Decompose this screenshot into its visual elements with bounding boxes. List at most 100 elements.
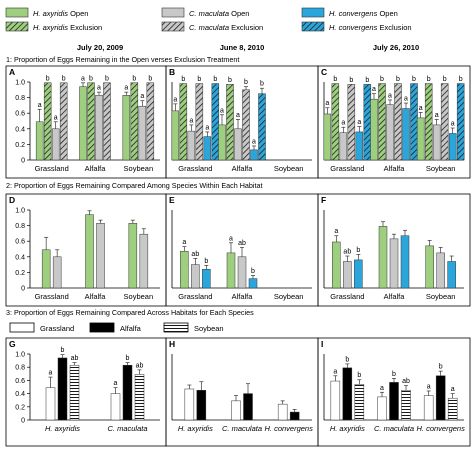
y-tick-label: 0.2 bbox=[15, 142, 25, 149]
panel-F: F Grassland a ab b Alfalfa Soybean bbox=[317, 193, 471, 307]
bar bbox=[332, 241, 341, 289]
x-tick-label: H. convergens bbox=[264, 424, 313, 433]
bar bbox=[354, 384, 365, 421]
significance-letter: a bbox=[220, 107, 224, 114]
bar bbox=[277, 403, 288, 421]
significance-letter: b bbox=[251, 268, 255, 275]
date-header-2: June 8, 2010 bbox=[220, 43, 265, 52]
significance-letter: ab bbox=[191, 251, 199, 258]
x-tick-label: Soybean bbox=[274, 292, 304, 301]
bar bbox=[138, 105, 147, 161]
significance-letter: a bbox=[81, 75, 85, 82]
significance-letter: a bbox=[419, 105, 423, 112]
significance-letter: a bbox=[229, 235, 233, 242]
bar bbox=[43, 82, 52, 161]
panel-label: I bbox=[321, 339, 323, 349]
panel-label: H bbox=[169, 339, 175, 349]
habitat-legend: Grassland Alfalfa Soybean bbox=[9, 322, 224, 333]
significance-letter: ab bbox=[402, 378, 410, 385]
legend-swatch bbox=[301, 21, 325, 32]
bar bbox=[237, 256, 247, 289]
significance-letter: b bbox=[443, 76, 447, 83]
significance-letter: b bbox=[380, 76, 384, 83]
date-header-1: July 20, 2009 bbox=[77, 43, 123, 52]
panel-C: CGrasslandabababAlfalfaabababSoybeanabab… bbox=[317, 65, 471, 179]
x-tick-label: Soybean bbox=[426, 164, 456, 173]
bar bbox=[342, 367, 353, 421]
x-tick-label: Alfalfa bbox=[384, 164, 406, 173]
bar bbox=[248, 278, 258, 289]
legend-label: H. axyridis Open bbox=[33, 9, 88, 18]
bar bbox=[96, 223, 105, 289]
panel-border bbox=[317, 337, 471, 447]
y-tick-label: 0.4 bbox=[15, 391, 25, 398]
legend-swatch bbox=[301, 7, 325, 18]
legend: H. axyridis Open C. maculata Open H. conve… bbox=[5, 7, 412, 32]
panel-B: B Grassland a b a b a b Alfalfa a b a b a b Soybean bbox=[165, 65, 319, 179]
significance-letter: b bbox=[62, 75, 66, 82]
bar bbox=[218, 124, 226, 161]
bar bbox=[231, 400, 241, 421]
x-tick-label: Alfalfa bbox=[232, 164, 254, 173]
significance-letter: a bbox=[38, 102, 42, 109]
bar bbox=[242, 89, 250, 161]
bar bbox=[128, 223, 138, 289]
date-header-3: July 26, 2010 bbox=[373, 43, 419, 52]
bar bbox=[378, 226, 388, 289]
panel-label: E bbox=[169, 195, 175, 205]
significance-letter: a bbox=[236, 112, 240, 119]
significance-letter: a bbox=[54, 114, 58, 121]
bar bbox=[51, 128, 60, 161]
x-tick-label: H. convergens bbox=[416, 424, 465, 433]
y-tick-label: 0.2 bbox=[15, 270, 25, 277]
panel-label: C bbox=[321, 67, 327, 77]
bar bbox=[139, 233, 149, 289]
significance-letter: a bbox=[252, 138, 256, 145]
legend-label: Grassland bbox=[40, 324, 74, 333]
panel-border bbox=[317, 193, 471, 307]
bar bbox=[196, 390, 207, 421]
x-tick-label: C. maculata bbox=[222, 424, 262, 433]
significance-letter: b bbox=[204, 258, 208, 265]
legend-label: H. convergens Exclusion bbox=[329, 23, 412, 32]
significance-letter: a bbox=[357, 119, 361, 126]
bar bbox=[416, 117, 425, 161]
x-tick-label: Grassland bbox=[330, 164, 364, 173]
legend-label: C. maculata Open bbox=[189, 9, 249, 18]
significance-letter: b bbox=[105, 75, 109, 82]
significance-letter: a bbox=[189, 117, 193, 124]
legend-swatch bbox=[5, 21, 29, 32]
x-tick-label: Alfalfa bbox=[232, 292, 254, 301]
bar bbox=[435, 375, 446, 421]
bar bbox=[436, 252, 445, 289]
bar bbox=[134, 374, 145, 421]
bar bbox=[146, 82, 155, 161]
bar bbox=[386, 104, 394, 161]
significance-letter: b bbox=[333, 76, 337, 83]
significance-letter: b bbox=[89, 75, 93, 82]
x-tick-label: Grassland bbox=[330, 292, 364, 301]
bar bbox=[331, 83, 340, 161]
y-tick-label: 0.8 bbox=[15, 365, 25, 372]
bar bbox=[424, 83, 433, 161]
significance-letter: b bbox=[345, 356, 349, 363]
bar bbox=[447, 261, 456, 289]
significance-letter: b bbox=[260, 81, 264, 88]
bar bbox=[103, 82, 111, 161]
bar bbox=[378, 83, 386, 161]
panel-D: D 0 0.2 0.4 0.6 0.8 1.0 Grassland Alfalfa Soybean bbox=[5, 193, 167, 307]
bar bbox=[85, 214, 94, 289]
x-tick-label: Alfalfa bbox=[85, 164, 107, 173]
significance-letter: b bbox=[427, 76, 431, 83]
bar bbox=[191, 264, 200, 289]
significance-letter: ab bbox=[71, 355, 79, 362]
x-tick-label: Grassland bbox=[178, 164, 212, 173]
bar bbox=[179, 83, 188, 161]
bar bbox=[339, 132, 348, 161]
y-tick-label: 0 bbox=[21, 158, 25, 165]
y-tick-label: 0.6 bbox=[15, 239, 25, 246]
bar bbox=[171, 110, 180, 161]
